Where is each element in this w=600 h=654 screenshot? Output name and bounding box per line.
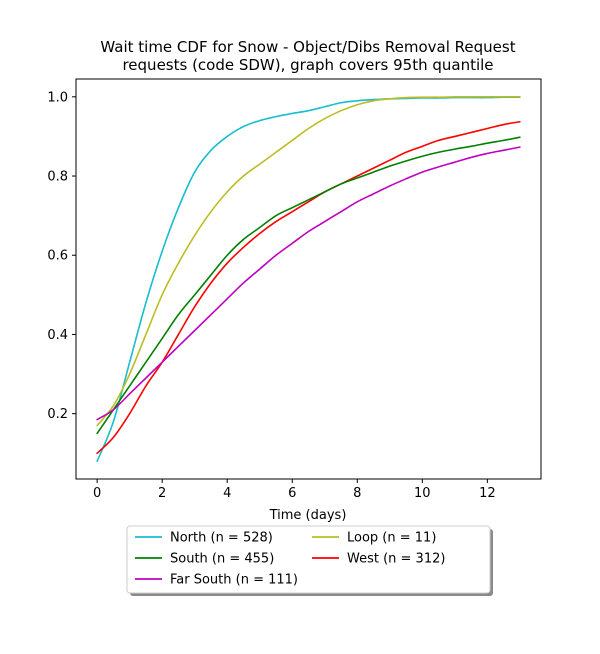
series-line-north-n-528: [96, 96, 521, 462]
legend-label-south-n-455: South (n = 455): [170, 552, 274, 567]
x-tick-label: 4: [223, 486, 231, 501]
plot-lines: [96, 95, 521, 462]
legend: North (n = 528) Loop (n = 11) South (n = 4…: [126, 525, 493, 596]
legend-label-north-n-528: North (n = 528): [170, 531, 273, 546]
x-tick-label: 10: [414, 486, 431, 501]
legend-label-far-south-n-111: Far South (n = 111): [170, 573, 298, 588]
series-line-south-n-455: [96, 136, 521, 435]
plot-frame: [75, 78, 542, 480]
y-axis-ticks: 0.2 0.4 0.6 0.8 1.0: [47, 90, 76, 422]
y-tick-label: 1.0: [47, 90, 68, 105]
series-line-west-n-312: [96, 120, 521, 455]
x-tick-label: 12: [479, 486, 496, 501]
y-tick-label: 0.4: [47, 328, 68, 343]
x-tick-label: 2: [158, 486, 166, 501]
x-tick-label: 0: [93, 486, 101, 501]
x-tick-label: 8: [353, 486, 361, 501]
x-tick-label: 6: [288, 486, 296, 501]
chart-title: Wait time CDF for Snow - Object/Dibs Rem…: [100, 38, 515, 56]
series-line-far-south-n-111: [96, 146, 521, 421]
legend-label-west-n-312: West (n = 312): [347, 552, 445, 567]
legend-label-loop-n-11: Loop (n = 11): [347, 531, 436, 546]
legend-items: North (n = 528) Loop (n = 11) South (n = 4…: [135, 531, 445, 588]
series-line-loop-n-11: [96, 95, 521, 427]
x-axis-ticks: 0 2 4 6 8 10 12: [93, 479, 496, 501]
legend-box: [126, 525, 491, 594]
y-tick-label: 0.6: [47, 249, 68, 264]
y-tick-label: 0.8: [47, 170, 68, 185]
chart-subtitle: requests (code SDW), graph covers 95th q…: [122, 56, 493, 74]
x-axis-label: Time (days): [269, 508, 347, 523]
y-tick-label: 0.2: [47, 407, 68, 422]
